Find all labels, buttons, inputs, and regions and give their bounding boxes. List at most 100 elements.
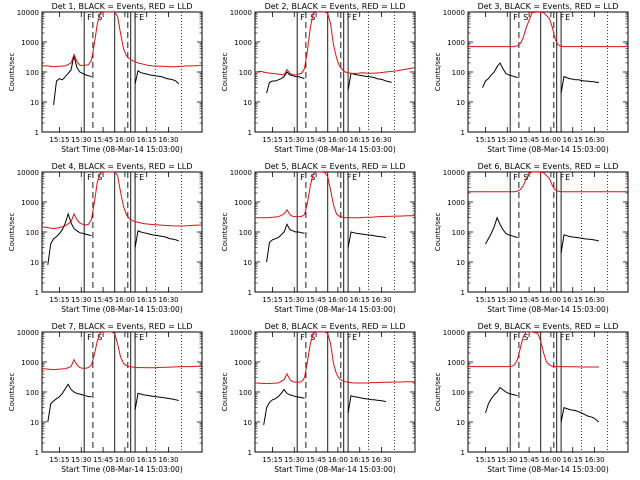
lld-series-line: [42, 172, 202, 230]
plot-frame: [254, 331, 416, 453]
x-tick-label: 16:15: [137, 296, 157, 304]
x-axis-title: Start Time (08-Mar-14 15:03:00): [487, 145, 609, 154]
plot-frame: [467, 11, 629, 133]
panel-title: Det 8, BLACK = Events, RED = LLD: [265, 322, 406, 331]
y-tick-label: 1000: [447, 199, 465, 207]
x-tick-label: 16:00: [115, 296, 135, 304]
interval-marker-letter: F: [87, 13, 92, 22]
interval-marker-letter: E: [139, 13, 144, 22]
panel-title: Det 9, BLACK = Events, RED = LLD: [478, 322, 619, 331]
interval-marker-letter: S: [523, 13, 528, 22]
panel-title: Det 3, BLACK = Events, RED = LLD: [478, 2, 619, 11]
detector-panel: Det 7, BLACK = Events, RED = LLD 1 10 100 10…: [8, 322, 203, 474]
events-series-line: [47, 383, 92, 423]
y-axis-title: Counts/sec: [8, 373, 16, 412]
interval-marker-letter: F: [300, 13, 305, 22]
y-tick-label: 1: [35, 449, 39, 457]
interval-marker-letter: E: [352, 173, 357, 182]
interval-marker-letter: E: [565, 173, 570, 182]
y-tick-label: 100: [26, 229, 39, 237]
y-tick-label: 10: [456, 259, 465, 267]
x-axis-title: Start Time (08-Mar-14 15:03:00): [274, 465, 396, 474]
x-tick-label: 15:30: [284, 136, 304, 144]
x-tick-label: 16:00: [541, 456, 561, 464]
panel-title: Det 1, BLACK = Events, RED = LLD: [52, 2, 193, 11]
y-tick-label: 10000: [17, 9, 39, 17]
plot-frame: [254, 11, 416, 133]
detector-panel: Det 3, BLACK = Events, RED = LLD 1 10 100 10…: [434, 2, 629, 154]
y-axis-title: Counts/sec: [8, 213, 16, 252]
plot-frame: [41, 171, 203, 293]
x-tick-label: 15:15: [262, 296, 282, 304]
y-tick-label: 1: [35, 129, 39, 137]
x-axis-title: Start Time (08-Mar-14 15:03:00): [61, 305, 183, 314]
y-tick-label: 1: [461, 289, 465, 297]
x-tick-label: 15:45: [93, 296, 113, 304]
x-tick-label: 16:00: [541, 136, 561, 144]
interval-marker-letter: F: [87, 173, 92, 182]
lld-series-line: [42, 12, 202, 68]
panel-title: Det 7, BLACK = Events, RED = LLD: [52, 322, 193, 331]
interval-marker-letter: F: [347, 173, 352, 182]
detector-panel: Det 2, BLACK = Events, RED = LLD 1 10 100 10…: [221, 2, 416, 154]
x-axis-title: Start Time (08-Mar-14 15:03:00): [487, 305, 609, 314]
x-tick-label: 15:45: [519, 456, 539, 464]
events-series-line: [482, 62, 518, 88]
x-tick-label: 15:30: [497, 456, 517, 464]
y-axis-title: Counts/sec: [434, 373, 442, 412]
y-tick-label: 1000: [21, 199, 39, 207]
x-tick-label: 15:15: [475, 456, 495, 464]
y-tick-label: 1: [461, 129, 465, 137]
x-tick-label: 15:45: [306, 296, 326, 304]
y-tick-label: 1: [461, 449, 465, 457]
x-tick-label: 16:15: [563, 136, 583, 144]
y-tick-label: 100: [452, 229, 465, 237]
y-tick-label: 10000: [230, 9, 252, 17]
y-axis-title: Counts/sec: [8, 53, 16, 92]
events-series-line: [134, 230, 179, 248]
x-tick-label: 16:30: [584, 136, 604, 144]
y-axis-title: Counts/sec: [221, 373, 229, 412]
events-series-line: [485, 386, 518, 414]
y-tick-label: 1000: [234, 359, 252, 367]
x-tick-label: 16:15: [350, 456, 370, 464]
x-tick-label: 16:15: [350, 296, 370, 304]
lld-series-line: [255, 12, 415, 76]
detector-panel: Det 5, BLACK = Events, RED = LLD 1 10 100 10…: [221, 162, 416, 314]
y-tick-label: 10: [30, 259, 39, 267]
detector-panel: Det 4, BLACK = Events, RED = LLD 1 10 100 10…: [8, 162, 203, 314]
x-tick-label: 15:30: [497, 296, 517, 304]
y-axis-title: Counts/sec: [434, 53, 442, 92]
lld-series-line: [468, 12, 628, 48]
interval-marker-letter: F: [134, 13, 139, 22]
x-tick-label: 15:15: [475, 136, 495, 144]
lld-series-line: [468, 332, 599, 368]
x-tick-label: 15:30: [71, 296, 91, 304]
x-tick-label: 15:15: [475, 296, 495, 304]
y-tick-label: 1: [248, 129, 252, 137]
events-series-line: [134, 69, 180, 85]
interval-marker-letter: F: [347, 333, 352, 342]
y-tick-label: 100: [26, 69, 39, 77]
x-tick-label: 16:00: [328, 456, 348, 464]
events-series-line: [134, 392, 179, 411]
x-tick-label: 15:30: [284, 296, 304, 304]
y-tick-label: 1000: [21, 359, 39, 367]
x-tick-label: 15:30: [71, 456, 91, 464]
x-tick-label: 16:15: [137, 456, 157, 464]
events-series-line: [266, 223, 305, 263]
y-tick-label: 1: [248, 289, 252, 297]
y-tick-label: 10: [243, 259, 252, 267]
interval-marker-letter: S: [97, 173, 102, 182]
y-tick-label: 10000: [17, 329, 39, 337]
y-tick-label: 1: [248, 449, 252, 457]
plot-frame: [41, 331, 203, 453]
y-tick-label: 1: [35, 289, 39, 297]
y-tick-label: 100: [239, 389, 252, 397]
plot-frame: [254, 171, 416, 293]
y-axis-title: Counts/sec: [434, 213, 442, 252]
y-tick-label: 10000: [443, 9, 465, 17]
interval-marker-letter: S: [97, 13, 102, 22]
plot-frame: [467, 331, 629, 453]
